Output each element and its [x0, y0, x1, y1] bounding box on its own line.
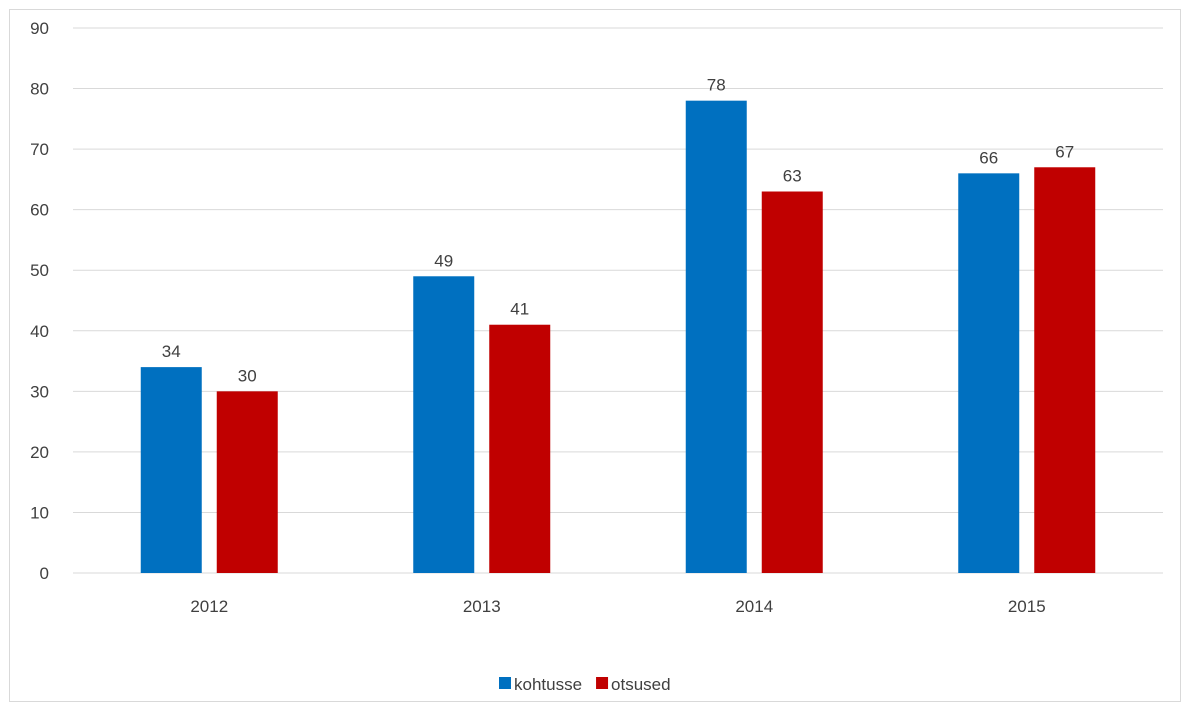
- bar-kohtusse-2013: [413, 276, 475, 573]
- data-label: 63: [783, 167, 802, 186]
- y-tick-label: 30: [30, 382, 49, 401]
- x-tick-label: 2013: [463, 597, 501, 616]
- y-tick-label: 70: [30, 140, 49, 159]
- data-label: 67: [1055, 142, 1074, 161]
- legend-label-otsused: otsused: [611, 675, 671, 694]
- legend-swatch-otsused: [596, 677, 609, 689]
- bar-otsused-2013: [489, 324, 551, 573]
- legend: kohtusse otsused: [499, 675, 671, 694]
- y-tick-label: 90: [30, 19, 49, 38]
- legend-label-kohtusse: kohtusse: [514, 675, 582, 694]
- bar-kohtusse-2015: [958, 173, 1020, 574]
- x-axis: 2012 2013 2014 2015: [190, 597, 1045, 616]
- y-axis: 0 10 20 30 40 50 60 70 80 90: [30, 19, 49, 583]
- data-label: 34: [162, 342, 181, 361]
- bar-otsused-2015: [1034, 167, 1096, 573]
- x-tick-label: 2015: [1008, 597, 1046, 616]
- bar-otsused-2012: [216, 391, 278, 573]
- y-tick-label: 10: [30, 503, 49, 522]
- data-label: 66: [979, 148, 998, 167]
- legend-swatch-kohtusse: [499, 677, 511, 689]
- y-tick-label: 20: [30, 443, 49, 462]
- bar-otsused-2014: [761, 191, 823, 573]
- bar-kohtusse-2012: [140, 367, 202, 573]
- y-tick-label: 0: [40, 564, 49, 583]
- y-tick-label: 40: [30, 322, 49, 341]
- data-label: 30: [238, 366, 257, 385]
- x-tick-label: 2014: [735, 597, 773, 616]
- data-label: 41: [510, 300, 529, 319]
- data-label: 78: [707, 76, 726, 95]
- data-label: 49: [434, 251, 453, 270]
- y-tick-label: 80: [30, 80, 49, 99]
- x-tick-label: 2012: [190, 597, 228, 616]
- y-tick-label: 60: [30, 201, 49, 220]
- bar-kohtusse-2014: [685, 100, 747, 574]
- y-tick-label: 50: [30, 261, 49, 280]
- bars: 34 30 49 41 78 63 66 67: [140, 76, 1096, 574]
